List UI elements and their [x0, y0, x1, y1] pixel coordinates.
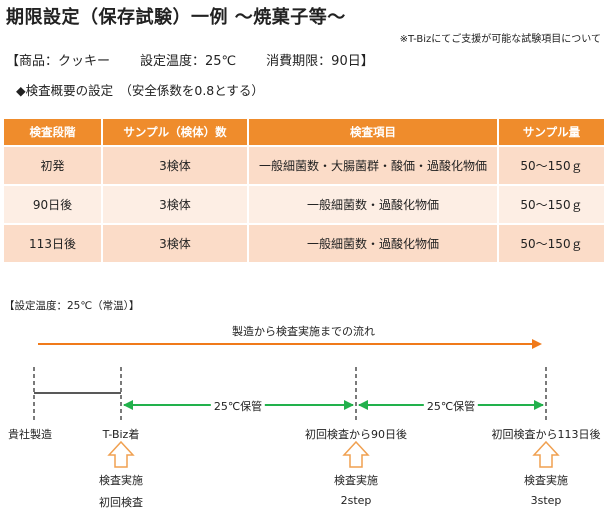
step-label: 初回検査 [99, 496, 143, 509]
flow-label: 製造から検査実施までの流れ [232, 325, 375, 338]
cell-sample-amount: 50～150ｇ [498, 184, 604, 224]
table-row: 90日後 3検体 一般細菌数・過酸化物価 50～150ｇ [4, 184, 604, 224]
table-row: 初発 3検体 一般細菌数・大腸菌群・酸価・過酸化物価 50～150ｇ [4, 145, 604, 185]
up-arrow-icon [532, 440, 560, 468]
product-expiry: 消費期限：90日】 [266, 54, 374, 69]
cell-stage: 初発 [4, 145, 103, 185]
cell-test-items: 一般細菌数・大腸菌群・酸価・過酸化物価 [248, 145, 499, 185]
up-arrow-icon [342, 440, 370, 468]
cell-sample-amount: 50～150ｇ [498, 145, 604, 185]
product-temp: 設定温度：25℃ [140, 54, 237, 69]
header-sample-count: サンプル（検体）数 [102, 119, 249, 146]
point-tbiz-arrival: T-Biz着 [102, 428, 140, 441]
inspection-heading: ◆検査概要の設定 （安全係数を0.8とする） [16, 83, 264, 98]
point-113days: 初回検査から113日後 [491, 428, 601, 441]
interval-label: 25℃保管 [210, 398, 266, 414]
product-info: 【商品：クッキー 設定温度：25℃ 消費期限：90日】 [6, 50, 404, 69]
product-name: 【商品：クッキー [6, 54, 111, 69]
cell-sample-count: 3検体 [102, 184, 249, 224]
header-stage: 検査段階 [4, 119, 103, 146]
step-action: 検査実施 [99, 474, 143, 487]
up-arrow-icon [107, 440, 135, 468]
cell-test-items: 一般細菌数・過酸化物価 [248, 223, 499, 262]
header-test-items: 検査項目 [248, 119, 499, 146]
table-row: 113日後 3検体 一般細菌数・過酸化物価 50～150ｇ [4, 223, 604, 262]
cell-test-items: 一般細菌数・過酸化物価 [248, 184, 499, 224]
cell-stage: 90日後 [4, 184, 103, 224]
cell-sample-count: 3検体 [102, 145, 249, 185]
inspection-table: 検査段階 サンプル（検体）数 検査項目 サンプル量 初発 3検体 一般細菌数・大… [4, 119, 604, 262]
cell-sample-count: 3検体 [102, 223, 249, 262]
interval-label: 25℃保管 [423, 398, 479, 414]
step-label: 3step [530, 494, 562, 507]
storage-condition: 【設定温度：25℃（常温）】 [4, 300, 140, 312]
point-90days: 初回検査から90日後 [305, 428, 407, 441]
step-action: 検査実施 [334, 474, 378, 487]
point-production: 貴社製造 [8, 428, 52, 441]
table-header-row: 検査段階 サンプル（検体）数 検査項目 サンプル量 [4, 119, 604, 146]
cell-stage: 113日後 [4, 223, 103, 262]
step-label: 2step [340, 494, 372, 507]
header-sample-amount: サンプル量 [498, 119, 604, 146]
support-note: ※T-Bizにてご支援が可能な試験項目について [399, 34, 601, 45]
cell-sample-amount: 50～150ｇ [498, 223, 604, 262]
step-action: 検査実施 [524, 474, 568, 487]
page-title: 期限設定（保存試験）一例 ～焼菓子等～ [6, 7, 346, 28]
